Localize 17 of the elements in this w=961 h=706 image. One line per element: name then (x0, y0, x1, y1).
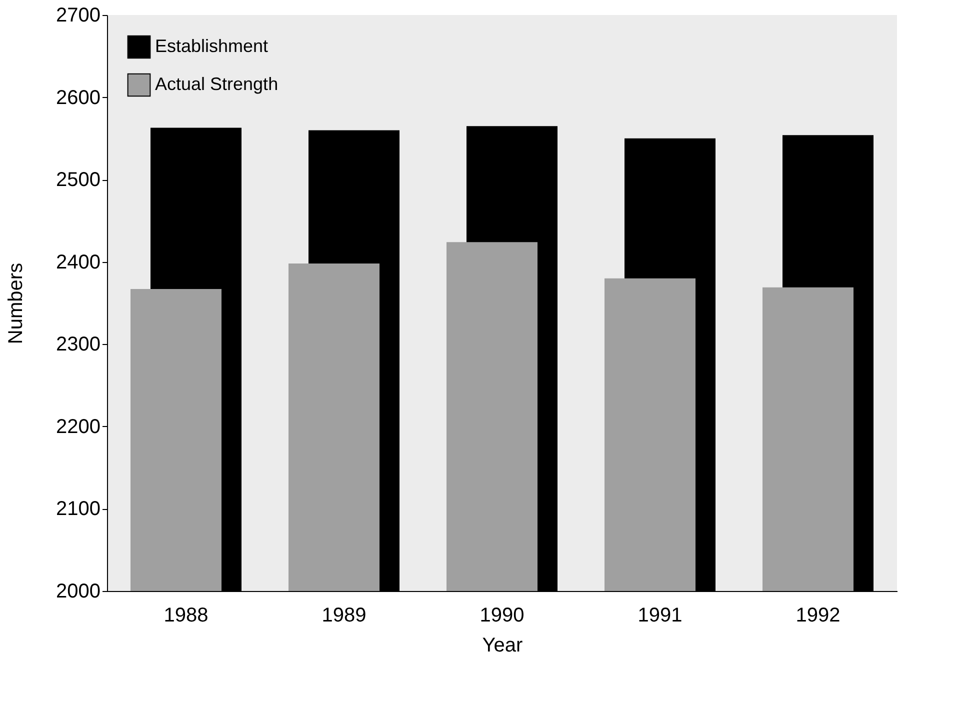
y-tick-label: 2300 (56, 334, 100, 356)
y-tick-label: 2500 (56, 169, 100, 192)
x-tick-label: 1988 (164, 604, 208, 626)
y-tick-label: 2100 (56, 498, 100, 520)
y-tick-label: 2200 (56, 416, 100, 438)
legend-label: Actual Strength (155, 74, 278, 94)
x-tick-label: 1992 (796, 604, 840, 626)
x-tick-label: 1990 (480, 604, 524, 626)
x-tick-label: 1989 (322, 604, 366, 626)
y-axis-title: Numbers (5, 262, 28, 344)
y-tick-label: 2000 (56, 580, 100, 602)
x-tick-label: 1991 (638, 604, 682, 626)
y-tick-label: 2400 (56, 251, 100, 274)
legend-label: Establishment (155, 36, 268, 56)
x-axis-title: Year (482, 634, 524, 656)
y-tick-label: 2700 (56, 4, 100, 26)
y-tick-label: 2600 (56, 86, 100, 109)
